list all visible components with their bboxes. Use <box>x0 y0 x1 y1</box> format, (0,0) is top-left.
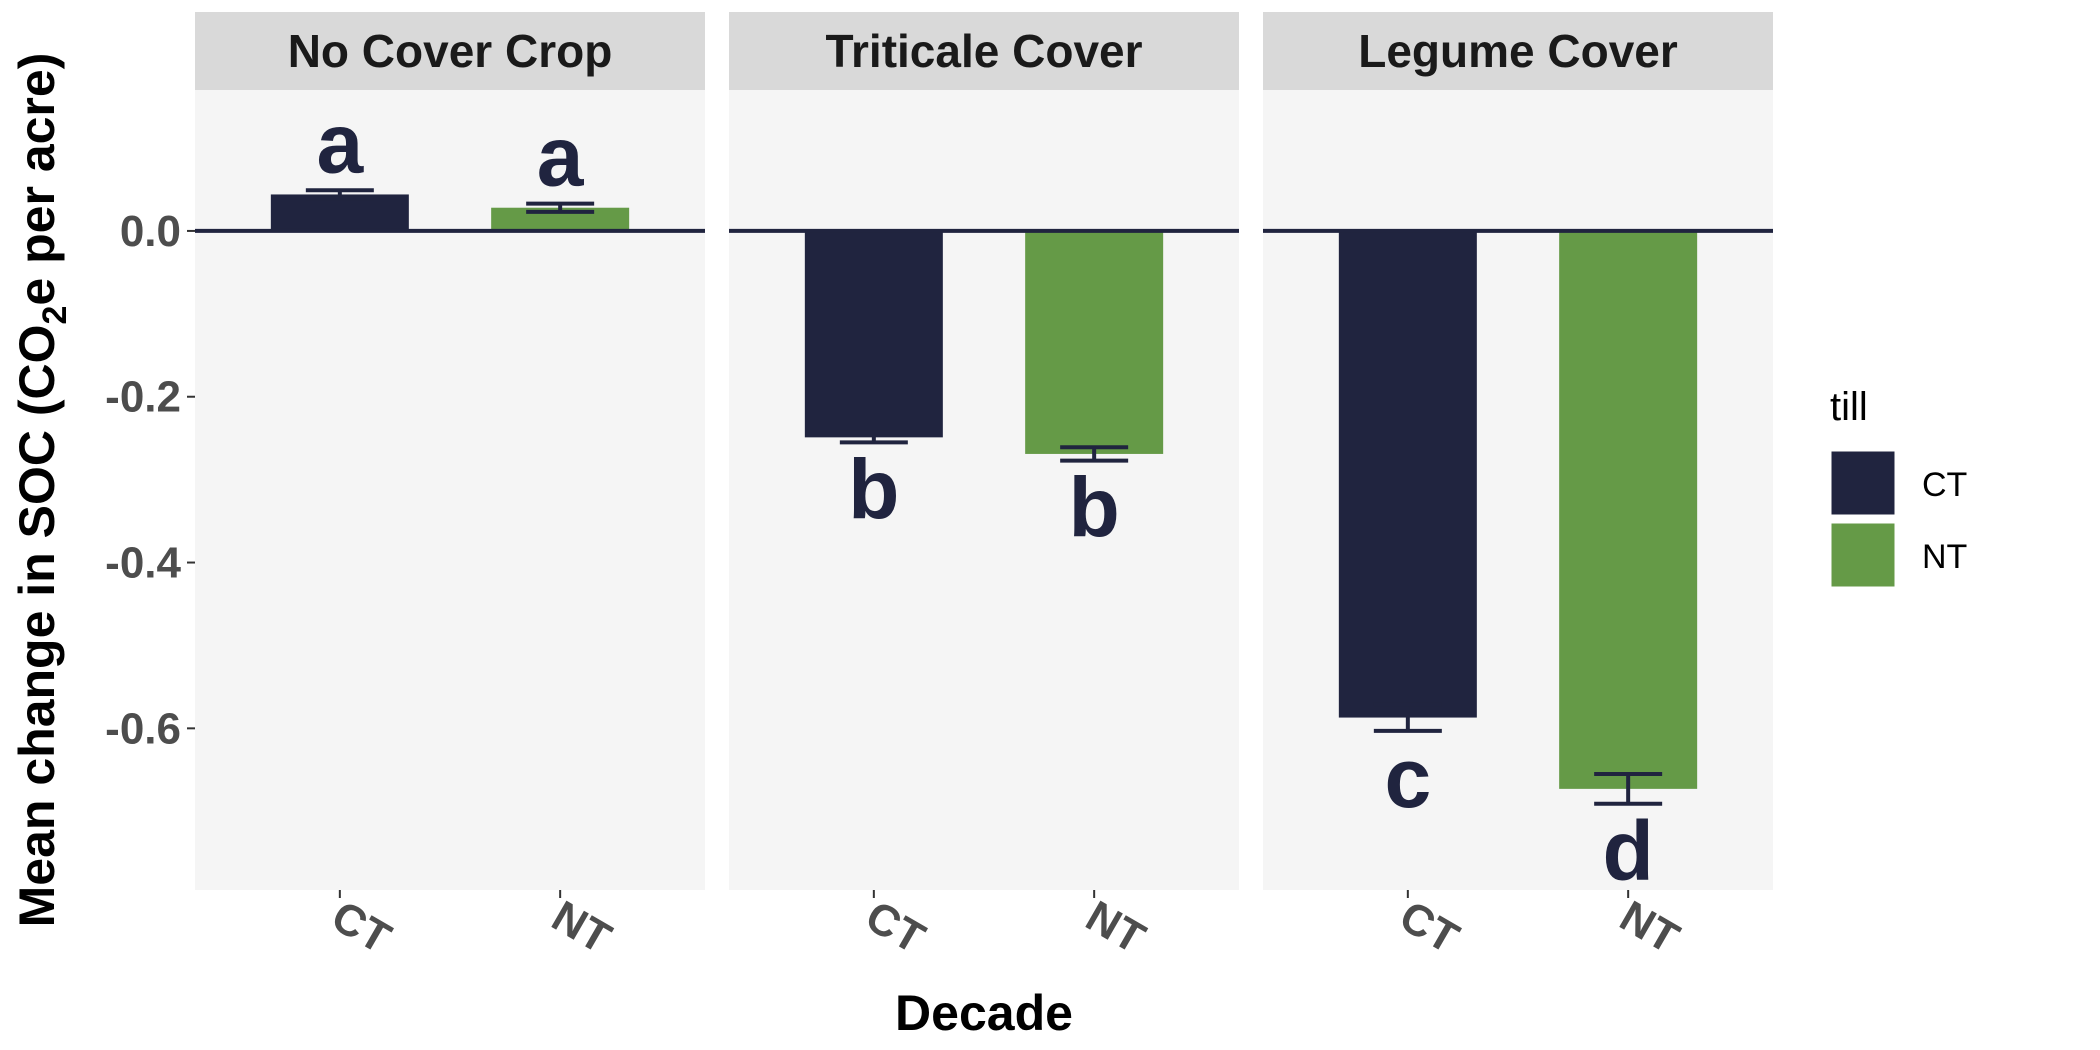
facet-strip <box>195 12 705 90</box>
facet-strip-label: Legume Cover <box>1358 25 1678 77</box>
significance-letter: d <box>1603 804 1654 898</box>
facet-strip-label: No Cover Crop <box>288 25 613 77</box>
facet-strip <box>729 12 1239 90</box>
legend-key <box>1828 448 1898 518</box>
bar <box>804 230 943 438</box>
facet-strip <box>1263 12 1773 90</box>
significance-letter: c <box>1384 731 1431 825</box>
significance-letter: a <box>316 96 364 190</box>
legend-key <box>1828 520 1898 590</box>
legend-label: CT <box>1922 466 1967 504</box>
x-tick-label: NT <box>1078 892 1153 964</box>
y-tick-label: -0.4 <box>105 539 181 588</box>
x-axis-title: Decade <box>895 985 1073 1041</box>
x-tick-label: NT <box>1612 892 1687 964</box>
panel-background <box>729 90 1239 890</box>
x-tick-label: CT <box>1391 892 1466 964</box>
x-tick-label: CT <box>857 892 932 964</box>
legend-label: NT <box>1922 538 1967 576</box>
y-axis-title: Mean change in SOC (CO2e per acre) <box>9 53 74 928</box>
legend-title: till <box>1830 385 1868 429</box>
significance-letter: a <box>537 110 585 204</box>
facet-strip-label: Triticale Cover <box>825 25 1142 77</box>
x-tick-label: NT <box>544 892 619 964</box>
bar <box>1025 230 1164 454</box>
y-tick-label: 0.0 <box>120 207 181 256</box>
significance-letter: b <box>848 442 899 536</box>
bar <box>491 207 630 231</box>
significance-letter: b <box>1069 461 1120 555</box>
y-tick-label: -0.2 <box>105 373 181 422</box>
bar <box>1338 230 1477 718</box>
bar <box>1559 230 1698 789</box>
x-tick-label: CT <box>323 892 398 964</box>
y-tick-label: -0.6 <box>105 704 181 753</box>
